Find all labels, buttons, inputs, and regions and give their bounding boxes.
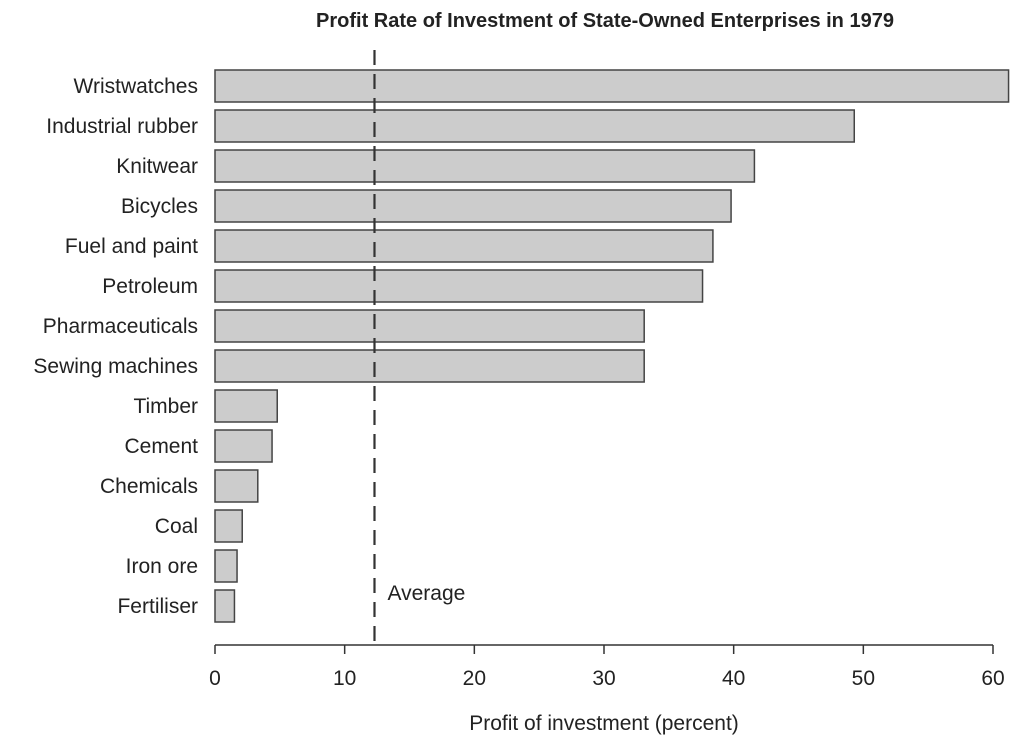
bars-layer	[214, 69, 1010, 623]
bar-iron-ore	[214, 549, 238, 583]
bar-fertiliser	[214, 589, 236, 623]
bar-knitwear	[214, 149, 756, 183]
bar-timber	[214, 389, 278, 423]
category-label-fertiliser: Fertiliser	[117, 595, 198, 618]
reference-layer: Average	[373, 50, 465, 645]
x-axis-ticks: 0 10 20 30 40 50 60	[209, 645, 1005, 690]
x-tick-label-20: 20	[463, 667, 486, 690]
bar-fuel-and-paint	[214, 229, 714, 263]
chart-title: Profit Rate of Investment of State-Owned…	[316, 10, 894, 32]
bar-industrial-rubber	[214, 109, 856, 143]
category-label-fuel-and-paint: Fuel and paint	[65, 235, 198, 258]
bar-petroleum	[214, 269, 704, 303]
category-label-timber: Timber	[133, 395, 198, 418]
category-label-iron-ore: Iron ore	[126, 555, 198, 578]
bar-coal	[214, 509, 243, 543]
x-tick-label-30: 30	[592, 667, 615, 690]
x-axis-title: Profit of investment (percent)	[469, 712, 739, 735]
bar-pharmaceuticals	[214, 309, 645, 343]
x-tick-label-40: 40	[722, 667, 745, 690]
bar-cement	[214, 429, 273, 463]
category-label-bicycles: Bicycles	[121, 195, 198, 218]
category-label-petroleum: Petroleum	[102, 275, 198, 298]
category-label-cement: Cement	[124, 435, 198, 458]
x-tick-label-60: 60	[981, 667, 1004, 690]
category-labels: Wristwatches Industrial rubber Knitwear Bic…	[33, 75, 198, 618]
x-tick-label-0: 0	[209, 667, 221, 690]
category-label-industrial-rubber: Industrial rubber	[46, 115, 198, 138]
category-label-coal: Coal	[155, 515, 198, 538]
x-tick-label-10: 10	[333, 667, 356, 690]
bar-sewing-machines	[214, 349, 645, 383]
bar-chemicals	[214, 469, 259, 503]
bar-bicycles	[214, 189, 732, 223]
average-annotation: Average	[387, 582, 465, 605]
bar-wristwatches	[214, 69, 1010, 103]
category-label-pharmaceuticals: Pharmaceuticals	[43, 315, 198, 338]
category-label-sewing-machines: Sewing machines	[33, 355, 198, 378]
category-label-chemicals: Chemicals	[100, 475, 198, 498]
x-tick-label-50: 50	[852, 667, 875, 690]
category-label-wristwatches: Wristwatches	[74, 75, 198, 98]
category-label-knitwear: Knitwear	[116, 155, 198, 178]
